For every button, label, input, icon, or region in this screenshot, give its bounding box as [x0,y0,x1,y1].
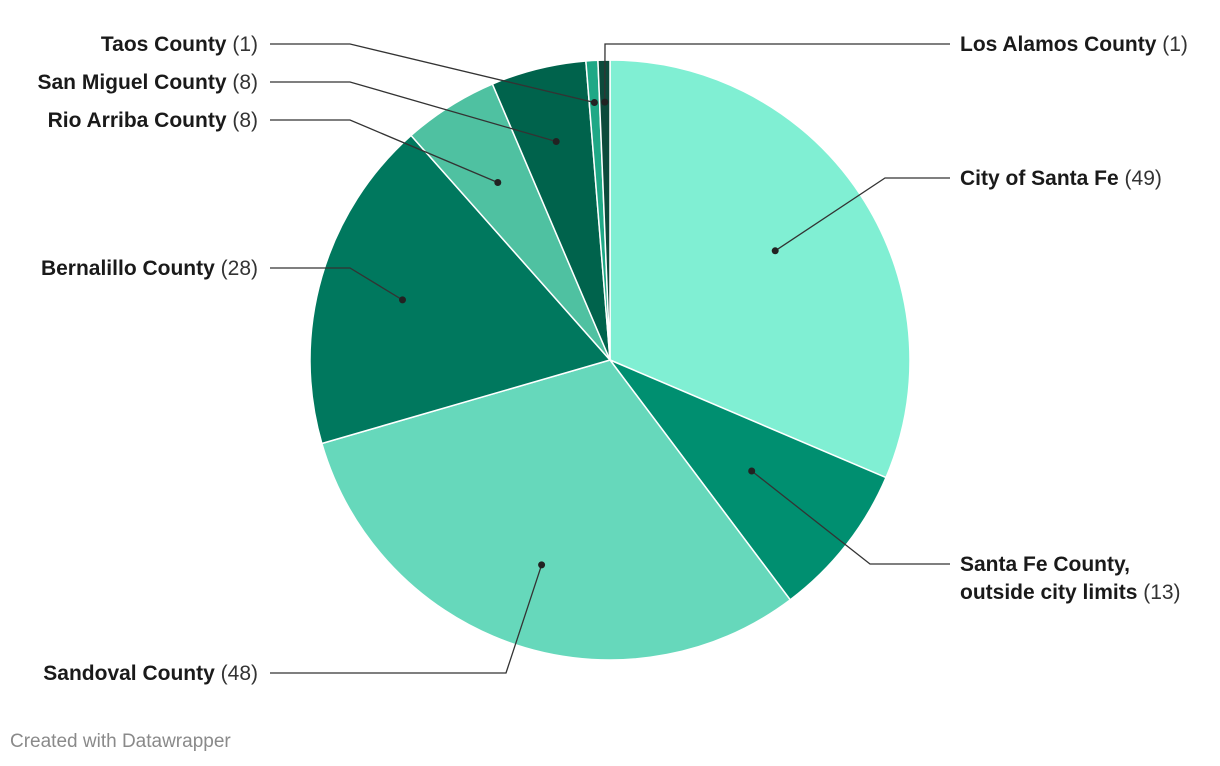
leader-dot-taos-county [590,99,598,106]
slice-label-sandoval-county: Sandoval County (48) [43,662,258,685]
slice-label-name: City of Santa Fe [960,167,1119,190]
slice-label-count: (8) [227,71,259,94]
leader-dot-rio-arriba-county [494,179,502,186]
slice-label-count: (8) [227,109,259,132]
slice-label-line2-santa-fe-county: outside city limits (13) [960,581,1181,604]
slice-label-count: (48) [215,662,258,685]
pie-slice-los-alamos-county [597,59,611,361]
leader-dot-bernalillo-county [399,296,406,304]
leader-line-santa-fe-county [751,470,950,565]
slice-label-name-line2: outside city limits [960,581,1137,604]
slice-label-name: Rio Arriba County [48,109,227,132]
leader-line-rio-arriba-county [270,119,499,184]
leader-dot-city-of-santa-fe [771,247,779,255]
slice-labels: City of Santa Fe (49) Santa Fe County, out… [38,33,1188,685]
slice-label-bernalillo-county: Bernalillo County (28) [41,257,258,280]
slice-label-name: Santa Fe County, [960,553,1130,576]
leader-line-bernalillo-county [270,267,403,301]
leader-line-san-miguel-county [270,81,557,143]
leader-line-los-alamos-county [604,43,950,103]
slice-label-san-miguel-county: San Miguel County (8) [38,71,259,94]
slice-label-taos-county: Taos County (1) [101,33,258,56]
slice-label-city-of-santa-fe: City of Santa Fe (49) [960,167,1162,190]
leader-line-city-of-santa-fe [774,177,950,252]
leader-dot-san-miguel-county [552,138,560,145]
slice-label-name: San Miguel County [38,71,227,94]
label-leaders [270,43,950,674]
leader-line-sandoval-county [270,564,543,674]
slice-label-los-alamos-county: Los Alamos County (1) [960,33,1188,56]
slice-label-count: (1) [1156,33,1188,56]
slice-label-name: Taos County [101,33,227,56]
slice-label-rio-arriba-county: Rio Arriba County (8) [48,109,258,132]
credit-text: Created with Datawrapper [10,731,231,752]
leader-dot-sandoval-county [538,561,546,569]
leader-dot-los-alamos-county [601,98,609,106]
slice-label-name: Los Alamos County [960,33,1157,56]
slice-label-count: (13) [1137,581,1180,604]
slice-label-santa-fe-county: Santa Fe County, [960,553,1130,576]
pie-slice-bernalillo-county [309,134,612,445]
leader-dot-santa-fe-county [748,467,756,475]
slice-label-count: (28) [215,257,258,280]
slice-label-name: Bernalillo County [41,257,215,280]
leader-line-taos-county [270,43,595,104]
slice-label-count: (1) [227,33,259,56]
pie-slices [309,59,911,661]
slice-label-count: (49) [1119,167,1162,190]
slice-label-name: Sandoval County [43,662,215,685]
